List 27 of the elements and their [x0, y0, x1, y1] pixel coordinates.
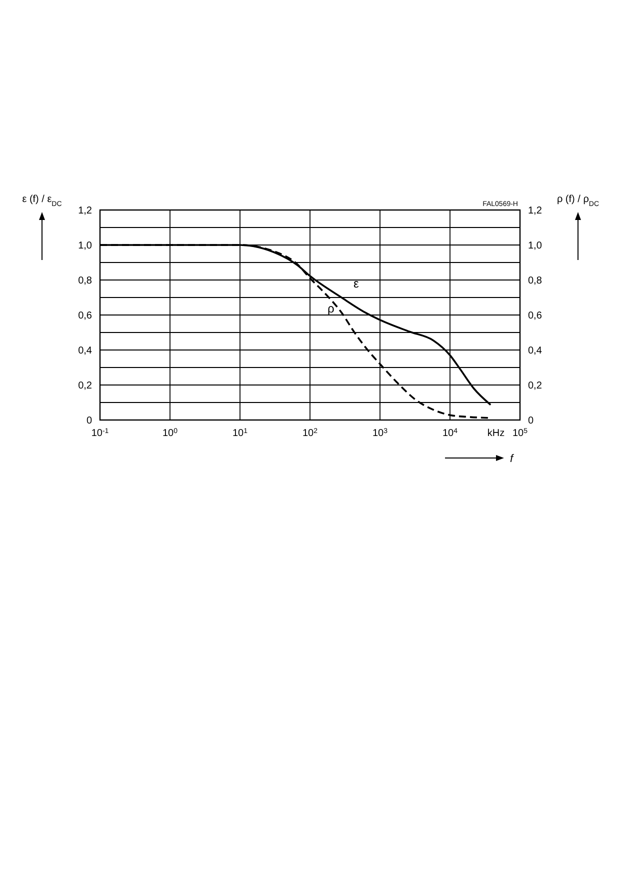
y2-axis-title: ρ (f) / ρ$_{DC}$ — [556, 194, 600, 208]
text: kHz — [487, 428, 505, 439]
y2-tick-label: 0,2 — [528, 380, 542, 392]
y-tick-label: 0,2 — [78, 380, 92, 392]
x-tick-label: 10$^{-1}$ — [91, 428, 109, 439]
y2-tick-label: 0,6 — [528, 310, 542, 322]
x-axis-title: f — [510, 453, 514, 465]
y-tick-label: 0,6 — [78, 310, 92, 322]
y-tick-label: 1,0 — [78, 240, 92, 252]
x-tick-label: 10$^{0}$ — [162, 428, 178, 439]
x-tick-label: 10$^{2}$ — [302, 428, 318, 439]
y-tick-label: 0,4 — [78, 346, 92, 356]
series-label: ρ — [328, 302, 335, 316]
x-tick-label: 10$^{1}$ — [232, 428, 248, 439]
y2-tick-label: 0,4 — [528, 346, 542, 356]
y-tick-label: 0 — [86, 416, 92, 426]
y2-tick-label: 0 — [528, 416, 534, 426]
y2-tick-label: 0,8 — [528, 276, 542, 286]
series-label: ε — [354, 276, 360, 290]
x-tick-label: 10$^{4}$ — [442, 428, 458, 439]
y2-tick-label: 1,2 — [528, 206, 542, 216]
y2-tick-label: 1,0 — [528, 240, 542, 252]
y-tick-label: 1,2 — [78, 206, 92, 216]
y-axis-title: ε (f) / ε$_{DC}$ — [22, 194, 62, 208]
y-tick-label: 0,8 — [78, 276, 92, 286]
x-tick-label: 10$^{5}$ — [512, 428, 528, 439]
x-tick-label: 10$^{3}$ — [372, 428, 388, 439]
